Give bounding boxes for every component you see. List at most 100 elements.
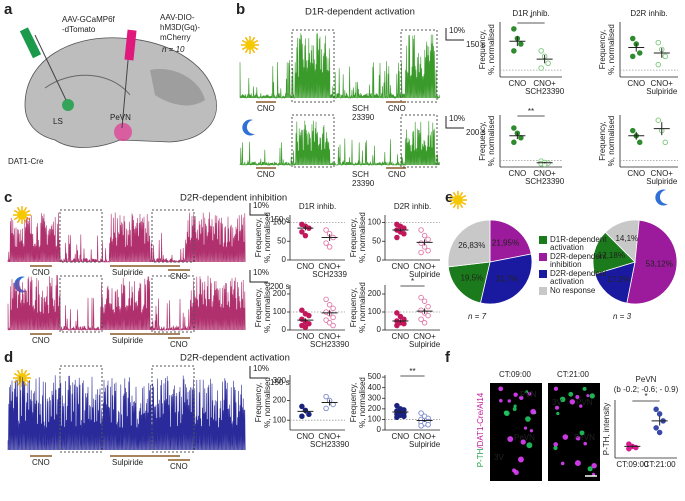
label: CNO [170, 340, 188, 349]
data-point [299, 307, 305, 313]
sun-ray [13, 216, 19, 221]
x-tick-label: CNO [392, 262, 410, 271]
slice-label: 17,18% [598, 251, 625, 260]
label: SCH [352, 170, 369, 179]
data-point [545, 60, 551, 67]
y-tick-label: 0 [377, 255, 382, 264]
sun-icon [13, 206, 31, 224]
cell [498, 386, 504, 392]
sun-ray [23, 381, 28, 387]
y-tick-label: 0 [377, 325, 382, 334]
ls-site [62, 99, 74, 111]
data-point [511, 139, 517, 146]
scale-label: 150 s [270, 215, 290, 224]
data-point [538, 48, 544, 54]
cell [553, 386, 559, 391]
x-tick-label: Sulpiride [409, 440, 441, 449]
panel-title: D2R-dependent activation [180, 353, 290, 364]
data-point [418, 294, 424, 301]
stain-label: P-TH/DAT1-Cre/Ai14 [476, 392, 485, 467]
data-point [302, 324, 309, 331]
label: 23390 [352, 179, 375, 188]
label: CNO [32, 458, 50, 467]
panel-letter: f [445, 349, 451, 366]
panel-title: D2R-dependent inhibition [180, 193, 287, 204]
data-point [394, 322, 400, 329]
cell [512, 407, 517, 411]
label: CNO [257, 170, 275, 179]
panel-title: D1R-dependent activation [305, 7, 415, 18]
virus-label: mCherry [160, 33, 191, 42]
scale-bar [445, 28, 464, 41]
cell [517, 456, 524, 463]
data-point [394, 414, 400, 421]
data-point [629, 35, 636, 42]
moon-icon [655, 189, 668, 206]
plot-title: D2R inhib. [630, 9, 667, 18]
trace [239, 120, 440, 167]
y-tick-label: 100 [368, 415, 382, 424]
cell [582, 386, 587, 391]
window-box [291, 114, 335, 168]
trace [7, 274, 246, 332]
cell [569, 399, 576, 405]
y-axis-label: P-TH, intensity [602, 403, 611, 455]
region-label: 3V [494, 453, 504, 462]
data-point [326, 244, 333, 250]
y-axis-label: %, normalised [358, 282, 367, 333]
data-point [511, 48, 517, 54]
sun-core [245, 40, 255, 50]
y-axis-label: %, normalised [263, 212, 272, 263]
scale-bar [249, 203, 268, 216]
label: CNO [170, 462, 188, 471]
region-label: PVN [520, 390, 537, 399]
x-tick-label: CNO [392, 432, 410, 441]
sun-ray [25, 372, 31, 377]
virus-label: -dTomato [62, 25, 96, 34]
syringe-pink [121, 29, 137, 129]
pie-slice [592, 231, 636, 275]
window-box [59, 275, 103, 333]
x-tick-label: Sulpiride [646, 87, 678, 96]
data-point [425, 247, 431, 254]
data-point [299, 229, 305, 235]
window-box [151, 209, 195, 263]
data-point [421, 232, 428, 239]
sun-core [17, 210, 27, 220]
micrograph [490, 383, 542, 481]
scale-label: 150 s [270, 378, 290, 387]
scale-label: 10% [253, 201, 269, 210]
y-tick-label: 50 [277, 236, 286, 245]
slice-label: 19,5% [460, 273, 483, 282]
y-axis-label: Frequency, [598, 121, 607, 160]
cell [579, 404, 583, 408]
x-tick-label: CNO+ [318, 432, 341, 441]
legend-label: D1R-dependent [550, 235, 607, 244]
x-tick-label: CNO+ [413, 432, 436, 441]
cell [592, 472, 596, 476]
sun-ray [459, 203, 464, 209]
y-axis-label: Frequency, [349, 288, 358, 327]
y-axis-label: %, normalised [263, 377, 272, 428]
y-tick-label: 0 [377, 425, 382, 434]
slice-label: 53,12% [646, 259, 673, 268]
cell [523, 426, 528, 430]
data-point [653, 425, 659, 431]
y-axis-label: Frequency, [349, 218, 358, 257]
pie-slice [626, 219, 678, 305]
legend-swatch [539, 253, 547, 261]
y-tick-label: 100 [273, 307, 287, 316]
label: 23390 [352, 113, 375, 122]
data-point [655, 61, 662, 68]
sun-ray [461, 201, 467, 206]
label: Sulpiride [112, 336, 144, 345]
cell [520, 439, 526, 445]
y-tick-label: 0 [282, 325, 287, 334]
data-point [656, 411, 663, 417]
data-point [323, 240, 329, 246]
sun-ray [244, 48, 249, 54]
y-axis-label: Frequency, [254, 288, 263, 327]
x-tick-label: CNO [627, 79, 645, 88]
stain-part: /DAT1-Cre/Ai14 [476, 392, 485, 448]
sun-ray [461, 194, 467, 199]
